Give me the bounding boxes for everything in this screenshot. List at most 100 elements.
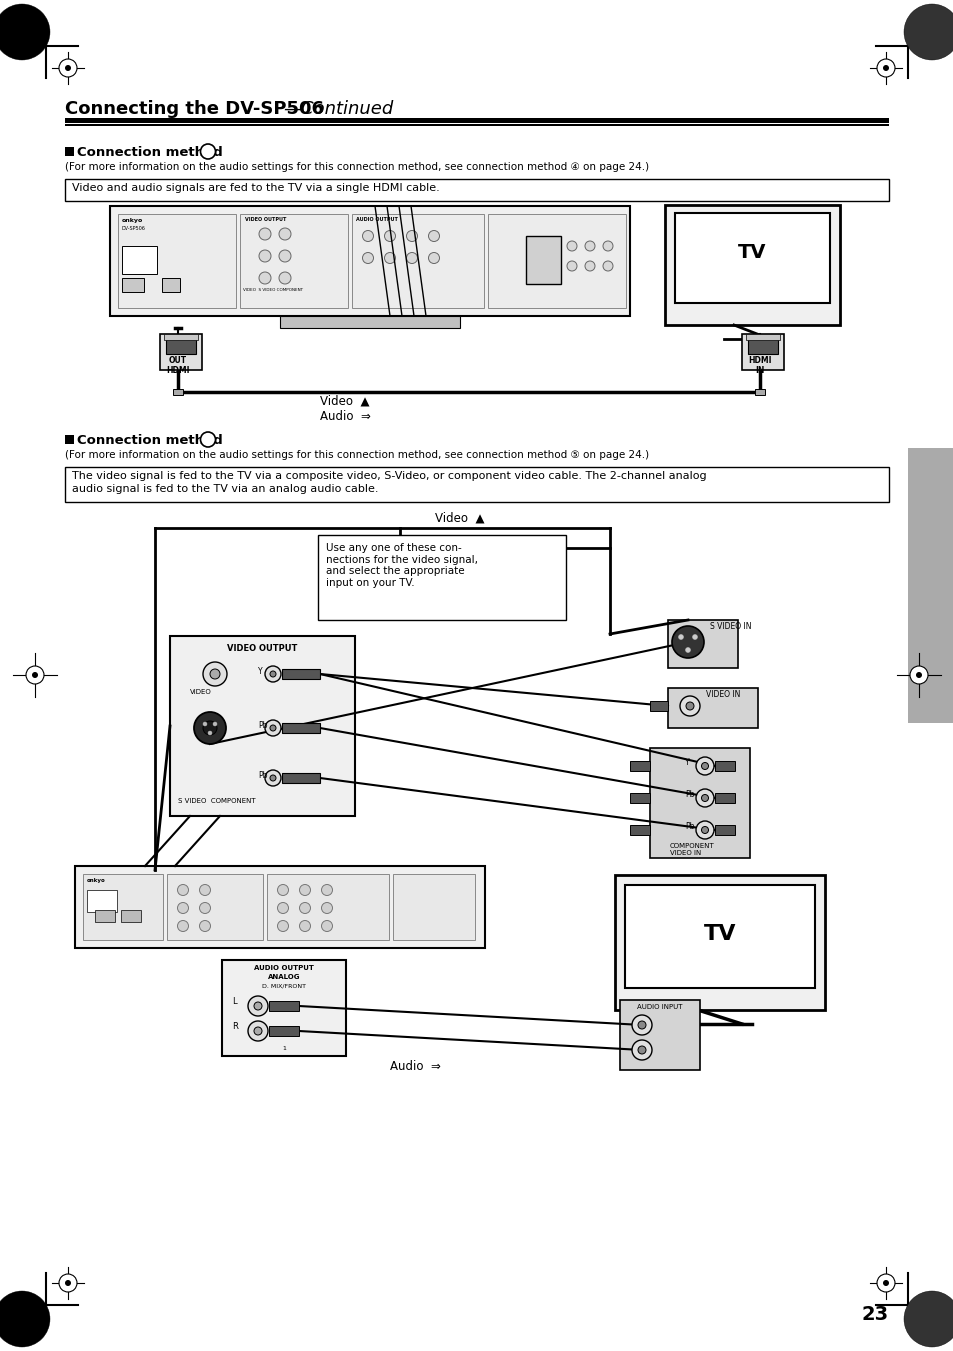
Bar	[65, 467, 888, 503]
Bar	[122, 246, 157, 274]
Bar	[280, 316, 459, 328]
Circle shape	[926, 1315, 936, 1324]
Circle shape	[265, 720, 281, 736]
Text: 5: 5	[205, 435, 211, 444]
Circle shape	[696, 821, 713, 839]
Text: —Continued: —Continued	[283, 100, 393, 118]
Circle shape	[6, 1302, 38, 1335]
Circle shape	[203, 662, 227, 686]
Circle shape	[12, 1309, 32, 1329]
Bar	[741, 334, 783, 370]
Bar	[83, 874, 163, 940]
Circle shape	[59, 59, 77, 77]
Circle shape	[270, 671, 275, 677]
Circle shape	[0, 9, 44, 54]
Circle shape	[384, 253, 395, 263]
Bar	[65, 118, 888, 123]
Circle shape	[203, 721, 216, 735]
Bar	[667, 688, 758, 728]
Circle shape	[602, 261, 613, 272]
Circle shape	[929, 30, 933, 34]
Text: VIDEO  S VIDEO COMPONENT: VIDEO S VIDEO COMPONENT	[243, 288, 303, 292]
Text: OUT
HDMI: OUT HDMI	[166, 357, 190, 376]
Text: ANALOG: ANALOG	[268, 974, 300, 979]
Bar	[118, 213, 235, 308]
Text: onkyo: onkyo	[122, 218, 143, 223]
Bar	[65, 178, 888, 201]
Circle shape	[193, 712, 226, 744]
Circle shape	[270, 775, 275, 781]
Text: Video and audio signals are fed to the TV via a single HDMI cable.: Video and audio signals are fed to the T…	[71, 182, 439, 193]
Circle shape	[248, 996, 268, 1016]
Circle shape	[909, 1297, 953, 1342]
Circle shape	[0, 1292, 50, 1347]
Text: DV-SP506: DV-SP506	[122, 226, 146, 231]
Circle shape	[199, 902, 211, 913]
Circle shape	[882, 1279, 888, 1286]
Circle shape	[17, 1315, 27, 1324]
Bar	[282, 773, 319, 784]
Circle shape	[277, 920, 288, 931]
Text: onkyo: onkyo	[87, 878, 106, 884]
Circle shape	[909, 9, 953, 54]
Text: COMPONENT
VIDEO IN: COMPONENT VIDEO IN	[669, 843, 714, 857]
Bar	[714, 793, 734, 802]
Bar	[65, 435, 74, 444]
Circle shape	[321, 885, 333, 896]
Bar	[629, 761, 649, 771]
Text: The video signal is fed to the TV via a composite video, S-Video, or component v: The video signal is fed to the TV via a …	[71, 471, 706, 481]
Bar	[619, 1000, 700, 1070]
Circle shape	[362, 231, 374, 242]
Bar	[75, 866, 484, 948]
Text: Connecting the DV-SP506: Connecting the DV-SP506	[65, 100, 324, 118]
Bar	[166, 339, 195, 354]
Circle shape	[59, 1274, 77, 1292]
Bar	[615, 875, 824, 1011]
Circle shape	[915, 671, 921, 678]
Circle shape	[17, 27, 27, 36]
Bar	[240, 213, 348, 308]
Circle shape	[903, 1292, 953, 1347]
Bar	[122, 278, 144, 292]
Circle shape	[65, 65, 71, 72]
Circle shape	[32, 671, 38, 678]
Bar	[65, 124, 888, 126]
Circle shape	[6, 16, 38, 49]
Bar	[170, 636, 355, 816]
Text: TV: TV	[737, 243, 765, 262]
Bar	[745, 334, 780, 340]
Text: audio signal is fed to the TV via an analog audio cable.: audio signal is fed to the TV via an ana…	[71, 484, 378, 494]
Circle shape	[638, 1021, 645, 1029]
Text: TV: TV	[703, 924, 736, 944]
Text: VIDEO: VIDEO	[190, 689, 212, 694]
Text: Pb: Pb	[257, 721, 267, 730]
Circle shape	[685, 647, 690, 653]
Circle shape	[915, 16, 947, 49]
Circle shape	[700, 762, 708, 770]
Bar	[393, 874, 475, 940]
Text: 1: 1	[282, 1046, 286, 1051]
Text: (For more information on the audio settings for this connection method, see conn: (For more information on the audio setti…	[65, 162, 648, 172]
Bar	[754, 389, 764, 394]
Circle shape	[685, 703, 693, 711]
Circle shape	[700, 827, 708, 834]
Text: Audio  ⇒: Audio ⇒	[319, 409, 371, 423]
Bar	[110, 205, 629, 316]
Text: VIDEO OUTPUT: VIDEO OUTPUT	[245, 218, 286, 222]
Text: 23: 23	[862, 1305, 888, 1324]
Circle shape	[253, 1027, 262, 1035]
Circle shape	[428, 231, 439, 242]
Circle shape	[208, 731, 212, 735]
Text: HDMI
IN: HDMI IN	[747, 357, 771, 376]
Bar	[352, 213, 483, 308]
Circle shape	[602, 240, 613, 251]
Circle shape	[678, 635, 682, 639]
Circle shape	[200, 145, 215, 159]
Bar	[907, 449, 953, 723]
Text: 4: 4	[205, 147, 211, 157]
Circle shape	[20, 1317, 24, 1321]
Text: Use any one of these con-
nections for the video signal,
and select the appropri: Use any one of these con- nections for t…	[326, 543, 477, 588]
Circle shape	[200, 432, 215, 447]
Circle shape	[210, 669, 220, 680]
Text: Pb: Pb	[684, 790, 694, 798]
